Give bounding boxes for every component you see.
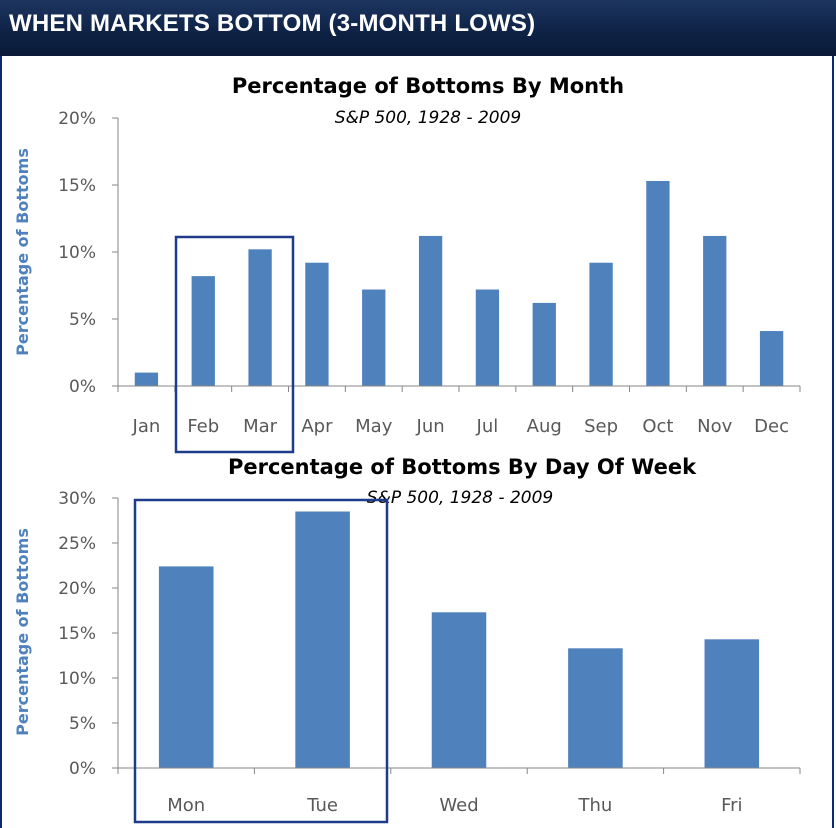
category-label-thu: Thu (577, 795, 612, 816)
bar-mar (248, 249, 272, 386)
category-label-feb: Feb (187, 416, 219, 437)
y-tick-label: 20% (58, 109, 96, 129)
weekday-chart-yticks: 0% 5% 10% 15% 20% 25% 30% (58, 489, 118, 779)
y-tick-label: 10% (58, 669, 96, 689)
bar-apr (305, 262, 329, 386)
month-chart-bars (134, 180, 784, 386)
month-chart: Percentage of Bottoms By Month S&P 500, … (13, 74, 801, 454)
category-label-wed: Wed (439, 795, 478, 816)
y-tick-label: 15% (58, 624, 96, 644)
month-chart-ylabel: Percentage of Bottoms (13, 148, 32, 356)
bar-wed (431, 612, 487, 768)
category-label-mar: Mar (243, 416, 278, 437)
category-label-apr: Apr (301, 416, 333, 437)
bar-nov (703, 235, 727, 386)
category-label-jun: Jun (416, 416, 445, 437)
y-tick-label: 25% (58, 534, 96, 554)
bar-jul (475, 289, 500, 386)
y-tick-label: 5% (69, 714, 96, 734)
bar-feb (191, 276, 215, 386)
bar-dec (759, 331, 784, 386)
weekday-chart-title: Percentage of Bottoms By Day Of Week (228, 455, 697, 479)
header-divider (0, 52, 836, 56)
month-highlight-box (174, 235, 295, 454)
y-tick-label: 15% (58, 176, 96, 196)
bar-fri (704, 639, 760, 768)
y-tick-label: 30% (58, 489, 96, 509)
category-label-dec: Dec (754, 416, 789, 437)
y-tick-label: 0% (69, 759, 96, 779)
category-label-sep: Sep (584, 416, 618, 437)
weekday-chart-xticks (117, 768, 801, 774)
y-tick-label: 0% (69, 377, 96, 397)
category-label-jan: Jan (132, 416, 161, 437)
category-label-oct: Oct (642, 416, 673, 437)
category-label-aug: Aug (527, 416, 562, 437)
bar-jan (134, 372, 159, 386)
y-tick-label: 10% (58, 243, 96, 263)
weekday-highlight-box (133, 498, 389, 824)
month-chart-xticks (117, 386, 801, 392)
bar-oct (646, 180, 670, 386)
weekday-chart-subtitle: S&P 500, 1928 - 2009 (367, 488, 553, 508)
weekday-chart-ylabel: Percentage of Bottoms (13, 528, 32, 736)
header-banner: WHEN MARKETS BOTTOM (3-MONTH LOWS) (0, 0, 836, 52)
category-label-may: May (355, 416, 393, 437)
page-title: WHEN MARKETS BOTTOM (3-MONTH LOWS) (9, 10, 536, 37)
weekday-chart: Percentage of Bottoms By Day Of Week S&P… (13, 455, 801, 824)
category-label-nov: Nov (697, 416, 732, 437)
month-chart-yticks: 0% 5% 10% 15% 20% (58, 109, 118, 397)
month-chart-subtitle: S&P 500, 1928 - 2009 (335, 108, 521, 128)
bar-mon (158, 566, 214, 768)
month-chart-categories: Jan Feb Mar Apr May Jun Jul Aug Sep Oct Nov Dec (132, 416, 789, 437)
bar-thu (568, 648, 623, 768)
weekday-chart-bars (158, 511, 760, 768)
category-label-fri: Fri (721, 795, 742, 816)
bar-tue (295, 511, 350, 768)
bar-sep (589, 262, 613, 386)
bar-jun (418, 235, 443, 386)
category-label-mon: Mon (167, 795, 205, 816)
bar-may (362, 289, 386, 386)
chart-frame (0, 56, 834, 828)
bar-aug (532, 302, 556, 386)
category-label-jul: Jul (476, 416, 499, 437)
weekday-chart-categories: Mon Tue Wed Thu Fri (167, 795, 742, 816)
category-label-tue: Tue (306, 795, 338, 816)
y-tick-label: 5% (69, 310, 96, 330)
month-chart-title: Percentage of Bottoms By Month (232, 74, 624, 98)
y-tick-label: 20% (58, 579, 96, 599)
